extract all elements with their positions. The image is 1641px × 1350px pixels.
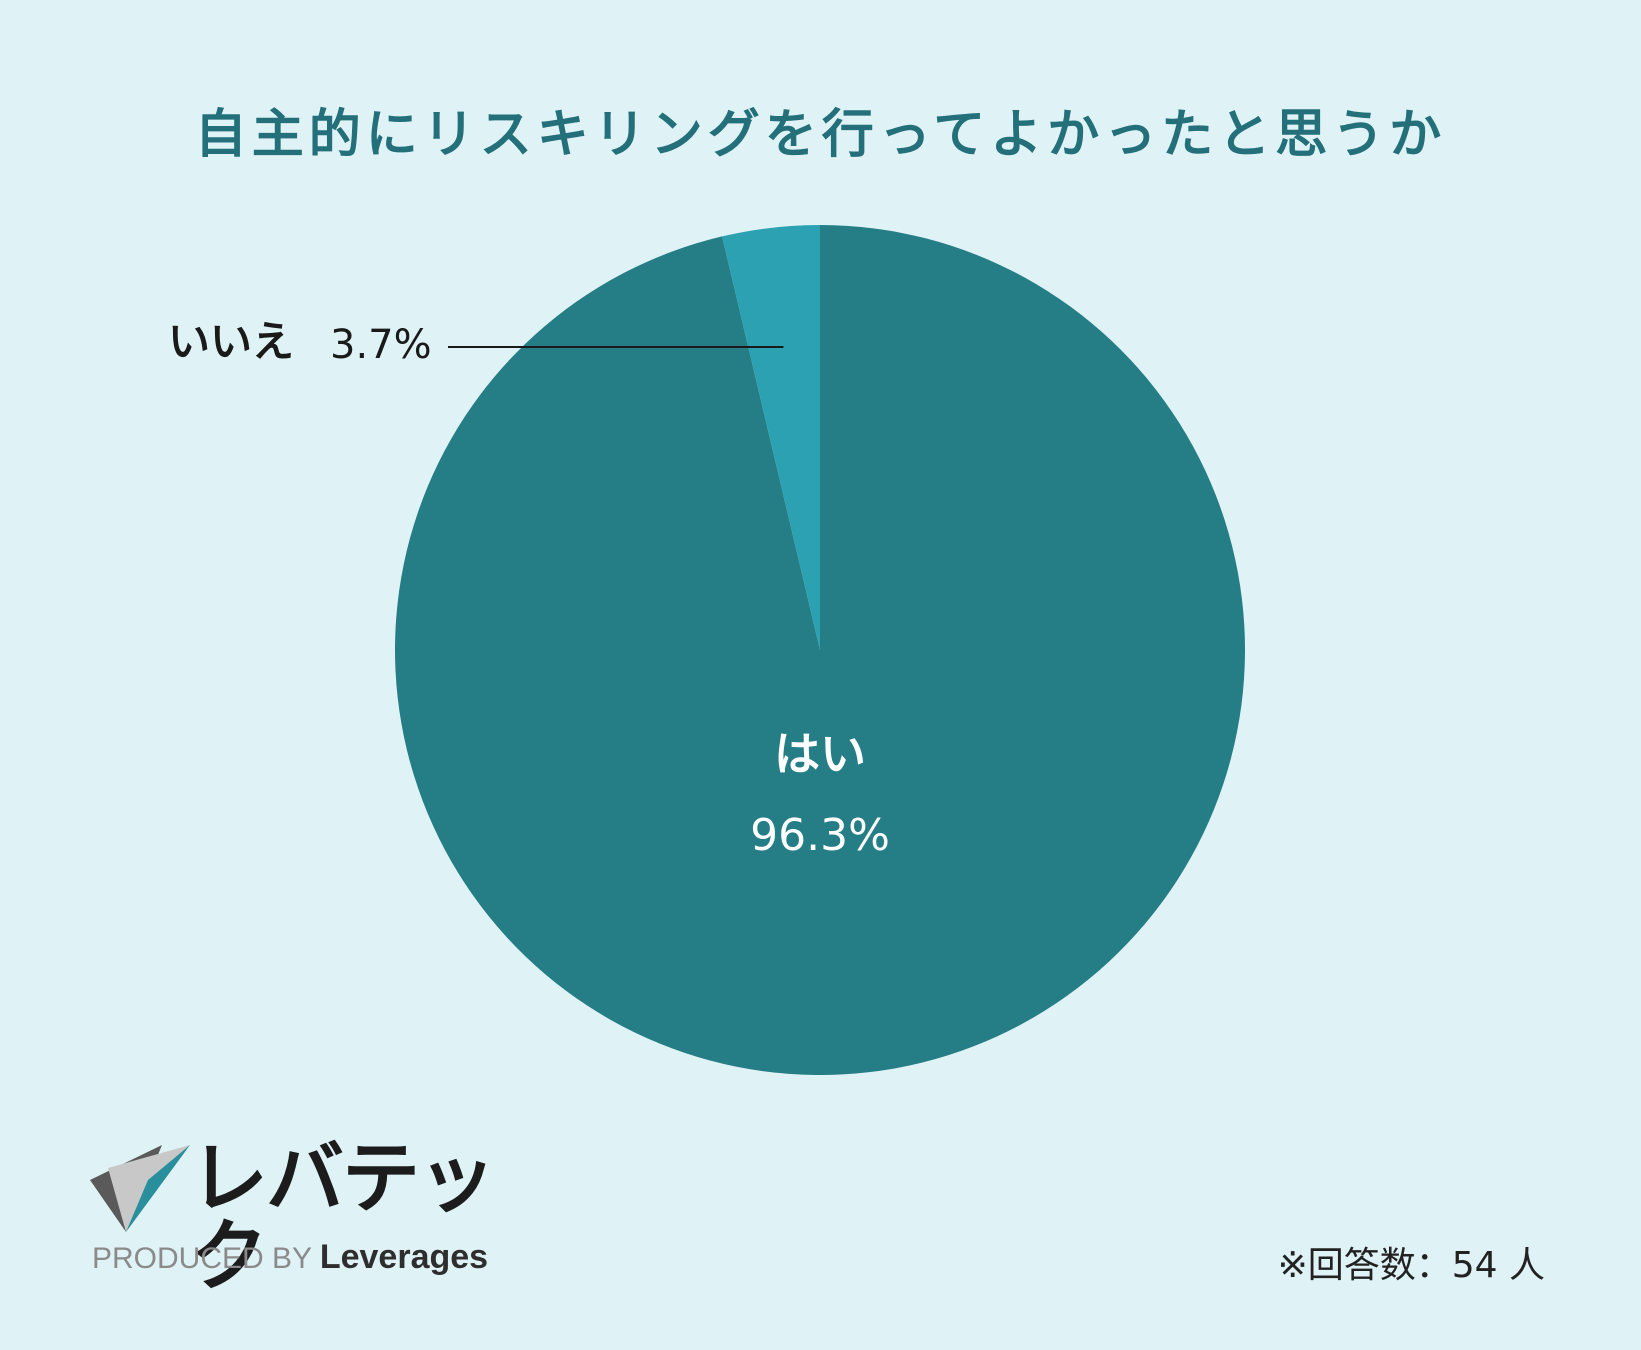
pie-slices	[394, 225, 1245, 1075]
pie-slice-iie	[722, 225, 820, 650]
respondent-count-note: ※回答数：54 人	[1277, 1245, 1545, 1286]
logo-mark-icon	[90, 1145, 190, 1232]
slice-value-iie: 3.7%	[330, 322, 432, 368]
logo-text: レバテック	[190, 1134, 496, 1302]
pie-slice-hai	[394, 225, 1245, 1075]
chart-title: 自主的にリスキリングを行ってよかったと思うか	[194, 105, 1447, 165]
slice-value-hai: 96.3%	[750, 810, 890, 861]
company-name: Leverages	[319, 1238, 489, 1276]
slice-label-iie: いいえ	[168, 317, 294, 366]
produced-by-line: PRODUCED BY Leverages	[92, 1240, 488, 1274]
slice-label-hai: はい	[774, 727, 866, 781]
produced-by-label: PRODUCED BY	[92, 1242, 312, 1275]
brand-logo: レバテック PRODUCED BY Leverages	[90, 1140, 510, 1296]
